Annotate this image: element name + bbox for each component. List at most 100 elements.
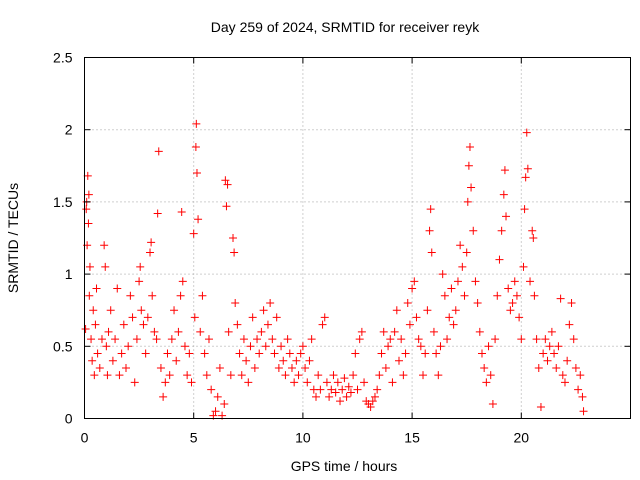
data-point: [91, 320, 100, 329]
data-point: [220, 400, 229, 409]
data-point: [318, 320, 327, 329]
data-point: [529, 234, 538, 242]
data-point: [541, 335, 550, 344]
data-point: [552, 363, 561, 372]
data-point: [486, 371, 495, 380]
data-point: [421, 349, 430, 358]
data-point: [381, 363, 390, 372]
y-tick-label: 1: [65, 266, 73, 282]
data-point: [148, 291, 157, 300]
data-point: [147, 238, 156, 247]
data-point: [213, 392, 222, 401]
data-point: [426, 205, 435, 214]
data-point: [563, 356, 572, 365]
data-point: [87, 335, 96, 344]
data-point: [508, 298, 517, 307]
data-point: [194, 215, 203, 224]
data-point: [521, 173, 530, 182]
data-points: [81, 119, 588, 420]
data-point: [560, 378, 569, 387]
data-point: [416, 342, 425, 351]
data-point: [565, 320, 574, 329]
data-point: [235, 349, 244, 358]
data-point: [185, 349, 194, 358]
data-point: [224, 327, 233, 336]
data-point: [95, 363, 104, 372]
y-tick-label: 2: [65, 122, 73, 138]
data-point: [526, 277, 535, 286]
data-point: [117, 349, 126, 358]
data-point: [154, 147, 163, 156]
data-point: [287, 363, 296, 372]
data-point: [312, 392, 321, 401]
data-point: [229, 234, 238, 242]
data-point: [207, 385, 216, 394]
data-point: [196, 327, 205, 336]
data-point: [539, 349, 548, 358]
data-point: [223, 180, 232, 189]
data-point: [296, 349, 305, 358]
data-point: [510, 277, 519, 286]
data-point: [161, 378, 170, 387]
data-point: [331, 388, 340, 397]
data-point: [190, 313, 199, 322]
data-point: [569, 335, 578, 344]
data-point: [434, 371, 443, 380]
y-tick-label: 0.5: [53, 338, 73, 354]
data-point: [283, 335, 292, 344]
data-point: [436, 342, 445, 351]
data-point: [357, 327, 366, 336]
data-point: [266, 298, 275, 307]
data-point: [115, 371, 124, 380]
data-point: [89, 306, 98, 315]
data-point: [246, 342, 255, 351]
data-point: [419, 371, 428, 380]
data-point: [126, 291, 135, 300]
data-point: [101, 262, 110, 271]
data-point: [467, 183, 476, 192]
data-point: [360, 378, 369, 387]
data-point: [399, 371, 408, 380]
data-point: [554, 342, 563, 351]
data-point: [141, 349, 150, 358]
data-point: [85, 291, 94, 300]
data-point: [370, 392, 379, 401]
data-point: [191, 143, 200, 152]
data-point: [104, 327, 113, 336]
data-point: [255, 349, 264, 358]
axis-ticks: 0 0.5 1 1.5 2 2.5 0 5 10 15 20: [53, 50, 631, 446]
data-point: [108, 356, 117, 365]
data-point: [340, 374, 349, 383]
data-point: [170, 306, 179, 315]
data-point: [532, 335, 541, 344]
data-point: [180, 342, 189, 351]
data-point: [152, 335, 161, 344]
data-point: [475, 327, 484, 336]
data-point: [414, 335, 423, 344]
data-point: [263, 320, 272, 329]
data-point: [111, 335, 120, 344]
data-point: [515, 313, 524, 322]
data-point: [250, 363, 259, 372]
data-point: [82, 205, 91, 214]
data-point: [298, 342, 307, 351]
data-point: [465, 143, 474, 152]
data-point: [187, 378, 196, 387]
data-point: [545, 342, 554, 351]
data-point: [150, 327, 159, 336]
data-point: [301, 363, 310, 372]
data-point: [165, 371, 174, 380]
data-point: [500, 166, 509, 175]
data-point: [530, 291, 539, 300]
data-point: [211, 407, 220, 416]
data-point: [408, 284, 417, 293]
data-point: [523, 164, 532, 173]
data-point: [543, 356, 552, 365]
data-point: [102, 342, 111, 351]
data-point: [285, 349, 294, 358]
data-point: [242, 356, 251, 365]
data-point: [274, 363, 283, 372]
data-point: [353, 385, 362, 394]
data-point: [163, 349, 172, 358]
